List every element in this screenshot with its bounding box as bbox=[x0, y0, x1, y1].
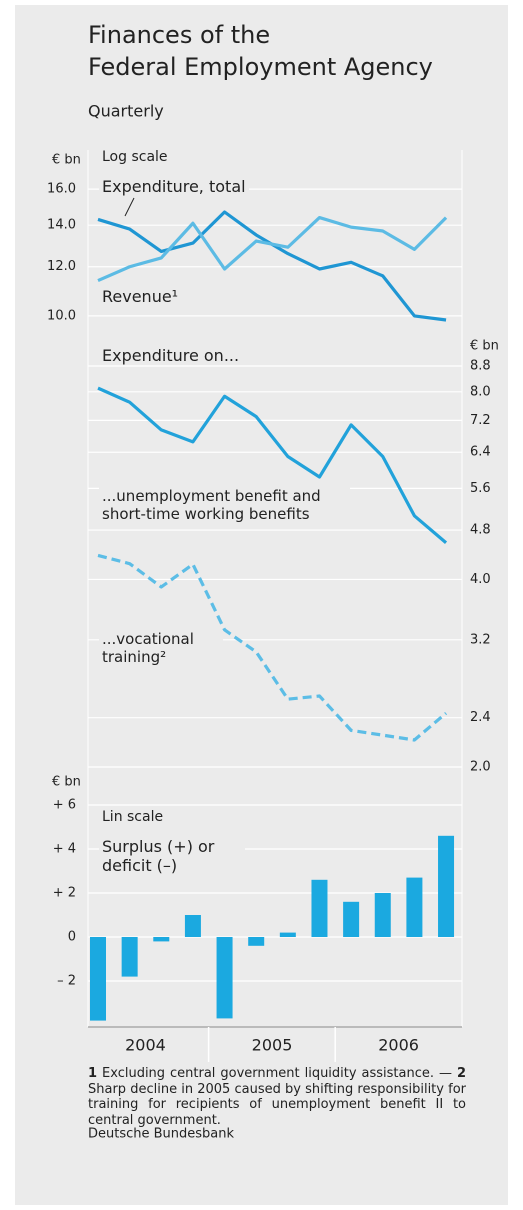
y-tick-label: + 6 bbox=[53, 798, 76, 813]
bar bbox=[438, 835, 455, 937]
series-label: Expenditure, total bbox=[99, 177, 249, 197]
bar bbox=[248, 937, 265, 946]
panel-title: Surplus (+) or deficit (–) bbox=[99, 837, 245, 876]
bar bbox=[90, 937, 106, 1021]
y-tick-label: 5.6 bbox=[470, 481, 491, 496]
series-label: Revenue¹ bbox=[99, 287, 182, 307]
bar bbox=[184, 915, 201, 937]
series-label: ...unemployment benefit and short-time w… bbox=[99, 487, 350, 523]
y-tick-label: 8.0 bbox=[470, 384, 491, 399]
y-axis-unit: € bn bbox=[52, 153, 81, 168]
series-label: ...vocational training² bbox=[99, 630, 223, 666]
bar bbox=[216, 937, 233, 1019]
subtitle: Quarterly bbox=[88, 102, 164, 121]
bar bbox=[279, 932, 296, 937]
y-tick-label: – 2 bbox=[57, 974, 76, 989]
y-tick-label: + 2 bbox=[53, 886, 76, 901]
title-line: Finances of the bbox=[88, 21, 270, 49]
bar bbox=[121, 937, 138, 977]
y-axis-unit: € bn bbox=[52, 775, 81, 790]
y-tick-label: 6.4 bbox=[470, 445, 491, 460]
y-axis-unit: € bn bbox=[470, 339, 499, 354]
y-tick-label: 16.0 bbox=[47, 182, 76, 197]
footnote-marker: 2 bbox=[456, 1066, 466, 1081]
y-tick-label: 14.0 bbox=[47, 218, 76, 233]
y-tick-label: 12.0 bbox=[47, 259, 76, 274]
line-series bbox=[97, 553, 448, 742]
source: Deutsche Bundesbank bbox=[88, 1127, 235, 1142]
footnotes: 1 Excluding central government liquidity… bbox=[88, 1066, 466, 1128]
y-tick-label: 7.2 bbox=[470, 413, 491, 428]
panel-title: Expenditure on... bbox=[99, 346, 243, 366]
bar bbox=[153, 937, 170, 942]
line-series bbox=[97, 386, 448, 544]
footnote-text: Excluding central government liquidity a… bbox=[102, 1066, 452, 1081]
annotation: Lin scale bbox=[99, 809, 167, 826]
bar bbox=[343, 901, 360, 937]
y-tick-label: 10.0 bbox=[47, 308, 76, 323]
line-series bbox=[97, 215, 448, 283]
bar bbox=[311, 879, 328, 937]
annotation: Log scale bbox=[99, 149, 171, 166]
x-tick-label: 2006 bbox=[378, 1036, 419, 1055]
footnote-text: Sharp decline in 2005 caused by shifting… bbox=[88, 1081, 466, 1128]
background bbox=[15, 5, 508, 1205]
y-tick-label: 2.4 bbox=[470, 710, 491, 725]
y-tick-label: + 4 bbox=[53, 842, 76, 857]
y-tick-label: 0 bbox=[68, 930, 76, 945]
x-tick-label: 2004 bbox=[125, 1036, 166, 1055]
y-tick-label: 4.8 bbox=[470, 523, 491, 538]
y-tick-label: 8.8 bbox=[470, 359, 491, 374]
title-line: Federal Employment Agency bbox=[88, 53, 433, 81]
x-tick-label: 2005 bbox=[252, 1036, 293, 1055]
y-tick-label: 3.2 bbox=[470, 632, 491, 647]
y-tick-label: 4.0 bbox=[470, 572, 491, 587]
bar bbox=[406, 877, 423, 937]
footnote-marker: 1 bbox=[88, 1066, 98, 1081]
bar bbox=[374, 893, 391, 937]
pointer-line bbox=[124, 197, 135, 217]
y-tick-label: 2.0 bbox=[470, 760, 491, 775]
